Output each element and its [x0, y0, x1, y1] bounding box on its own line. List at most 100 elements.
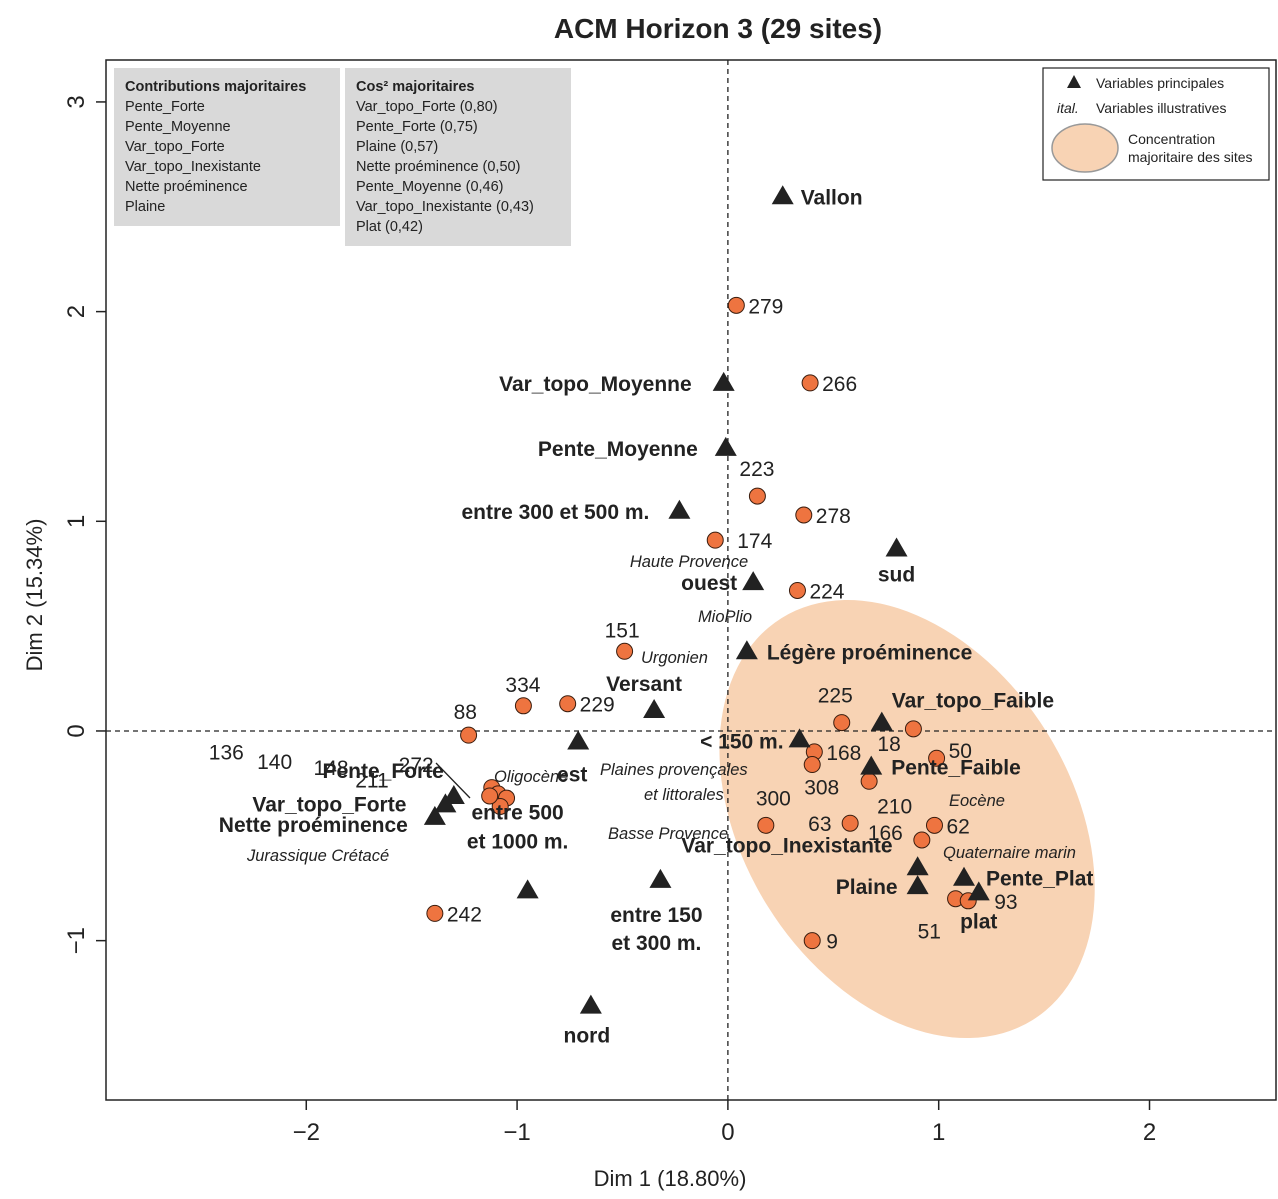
- site-label: 148: [314, 757, 349, 780]
- site-point: [491, 797, 509, 815]
- site-point: [833, 714, 851, 732]
- site-point: [795, 506, 813, 524]
- variable-point: [567, 730, 590, 750]
- summary-box-item: Var_topo_Inexistante (0,43): [356, 199, 534, 215]
- site-label: 278: [816, 505, 851, 528]
- site-point: [460, 726, 478, 744]
- site-label: 18: [877, 733, 900, 756]
- y-tick-label: 1: [63, 515, 90, 528]
- legend-principal-label: Variables principales: [1096, 75, 1224, 91]
- variable-label: sud: [878, 564, 915, 587]
- site-point: [559, 695, 577, 713]
- x-tick-label: −1: [503, 1119, 530, 1146]
- site-point: [904, 720, 922, 738]
- summary-boxes: Contributions majoritaires Pente_Forte Pen…: [114, 68, 571, 246]
- site-label: 225: [818, 685, 853, 708]
- site-label: 334: [505, 674, 540, 697]
- variable-label: < 150 m.: [700, 730, 783, 753]
- legend-ellipse-icon: [1051, 123, 1119, 173]
- variable-point: [885, 537, 908, 557]
- variable-point: [771, 185, 794, 205]
- variable-label: ouest: [681, 572, 737, 595]
- illustrative-label: MioPlio: [698, 608, 752, 626]
- illustrative-label: et littorales: [644, 786, 724, 804]
- site-point: [727, 296, 745, 314]
- site-label: 88: [454, 701, 477, 724]
- legend-italic-key: ital.: [1057, 100, 1079, 116]
- site-point: [706, 531, 724, 549]
- variable-point: [742, 571, 765, 591]
- variable-point: [668, 499, 691, 519]
- variable-point: [714, 436, 737, 456]
- site-label: 51: [918, 921, 941, 944]
- illustrative-label: Eocène: [949, 792, 1005, 810]
- site-point: [860, 772, 878, 790]
- summary-box-item: Plaine: [125, 199, 165, 215]
- variable-label: Versant: [606, 673, 682, 696]
- variable-point: [712, 371, 735, 391]
- summary-box-item: Var_topo_Forte (0,80): [356, 99, 498, 115]
- summary-box: [114, 68, 340, 226]
- illustrative-label: Basse Provence: [608, 825, 728, 843]
- site-label: 166: [868, 822, 903, 845]
- x-axis-label: Dim 1 (18.80%): [594, 1166, 747, 1191]
- summary-box-item: Nette proéminence: [125, 179, 248, 195]
- site-point: [803, 756, 821, 774]
- variable-label: Var_topo_Moyenne: [499, 373, 692, 396]
- x-tick-label: 1: [932, 1119, 945, 1146]
- site-label: 136: [209, 742, 244, 765]
- site-label: 242: [447, 903, 482, 926]
- illustrative-label: Jurassique Crétacé: [246, 847, 389, 865]
- variable-label: et 300 m.: [611, 932, 701, 955]
- site-point: [426, 904, 444, 922]
- y-axis-label: Dim 2 (15.34%): [22, 519, 47, 672]
- variable-point: [423, 805, 446, 825]
- illustrative-label: Oligocène: [494, 768, 568, 786]
- summary-box-item: Pente_Moyenne (0,46): [356, 179, 504, 195]
- site-label: 266: [822, 373, 857, 396]
- variable-label: Plaine: [836, 876, 898, 899]
- illustrative-label: Quaternaire marin: [943, 844, 1076, 862]
- site-label: 63: [808, 813, 831, 836]
- site-point: [841, 814, 859, 832]
- chart-title: ACM Horizon 3 (29 sites): [554, 13, 882, 44]
- site-concentration-ellipse-layer: [719, 600, 1095, 1039]
- summary-box-item: Plaine (0,57): [356, 139, 438, 155]
- variable-label: nord: [564, 1025, 611, 1048]
- site-point: [913, 831, 931, 849]
- variable-label: Pente_Forte: [322, 760, 443, 783]
- site-label: 300: [756, 787, 791, 810]
- x-tick-label: 2: [1143, 1119, 1156, 1146]
- concentration-ellipse: [719, 600, 1095, 1039]
- site-label: 308: [804, 777, 839, 800]
- summary-box-item: Var_topo_Inexistante: [125, 159, 261, 175]
- site-point: [925, 816, 943, 834]
- site-point: [801, 374, 819, 392]
- variable-point: [860, 755, 883, 775]
- variable-label: est: [557, 763, 587, 786]
- variable-point: [788, 728, 811, 748]
- summary-box-item: Plat (0,42): [356, 219, 423, 235]
- legend-illustrative-label: Variables illustratives: [1096, 100, 1226, 116]
- variable-point: [967, 881, 990, 901]
- variable-point: [870, 711, 893, 731]
- site-label: 151: [605, 619, 640, 642]
- site-point: [514, 697, 532, 715]
- site-point: [757, 816, 775, 834]
- site-label: 224: [809, 580, 844, 603]
- site-label: 140: [257, 751, 292, 774]
- site-point: [616, 642, 634, 660]
- site-label: 211: [355, 769, 388, 792]
- site-points: 279 266 223 278 174 224 151 334 229 88 136 140 148 21…: [209, 295, 1018, 953]
- variable-label: et 1000 m.: [467, 830, 569, 853]
- variable-point: [579, 994, 602, 1014]
- summary-box-title: Contributions majoritaires: [125, 79, 306, 95]
- variable-point: [516, 879, 539, 899]
- site-label: 9: [826, 931, 838, 954]
- site-point: [748, 487, 766, 505]
- y-tick-label: −1: [63, 927, 90, 954]
- variable-label: Var_topo_Forte: [252, 793, 406, 816]
- illustrative-label: Plaines provençales: [600, 761, 748, 779]
- legend-concentration-label: Concentration: [1128, 131, 1215, 147]
